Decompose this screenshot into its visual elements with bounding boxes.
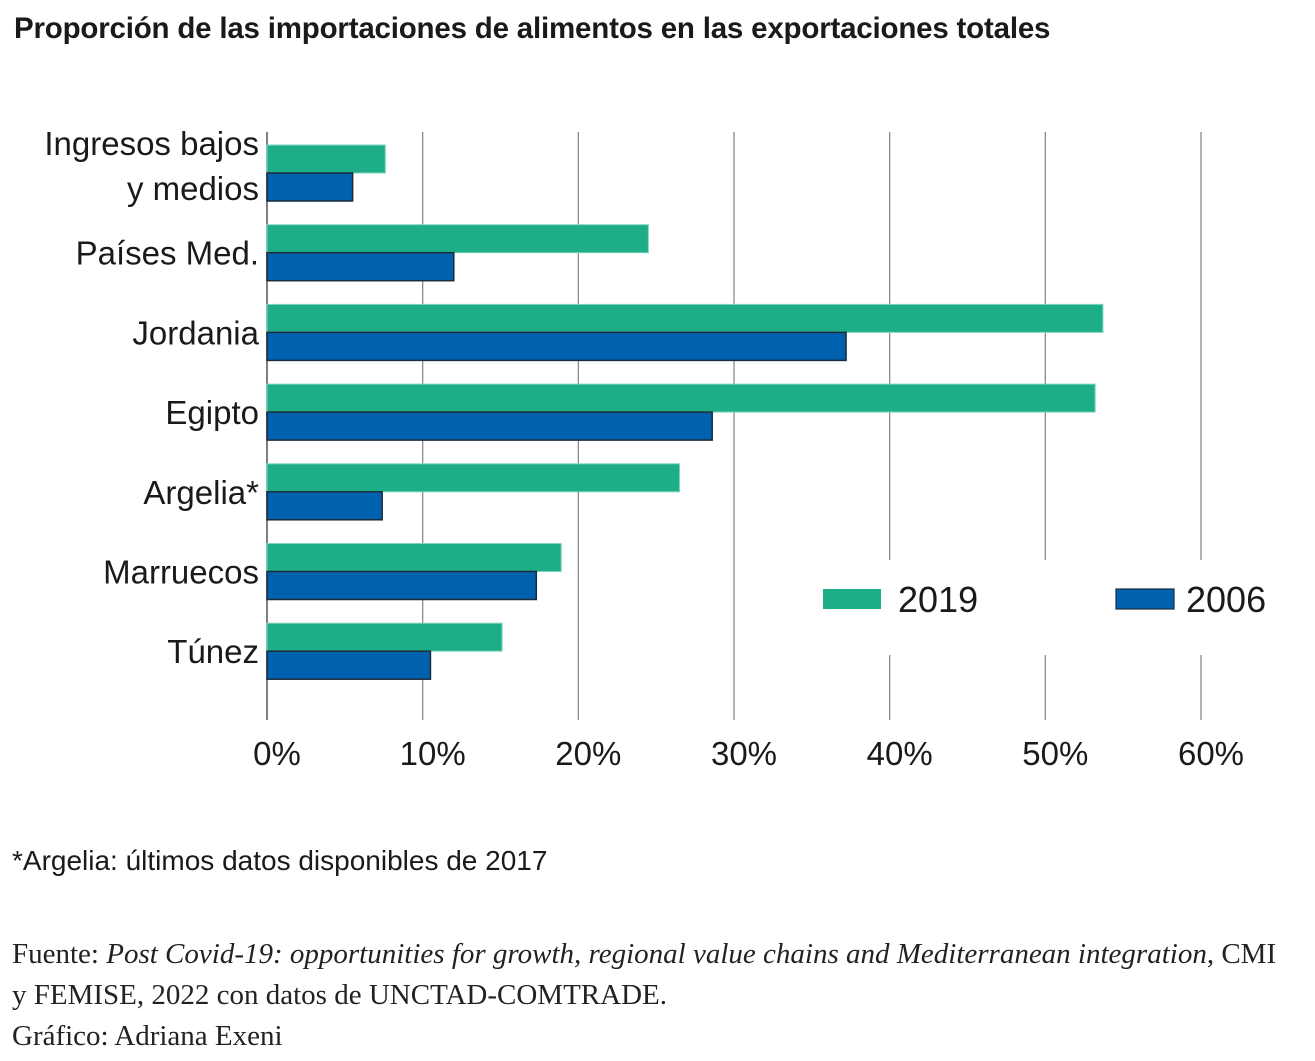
bar-2019 xyxy=(266,303,1104,333)
source-rest: , CMI y FEMISE, 2022 con datos de UNCTAD… xyxy=(12,938,1277,1011)
category-label: Marruecos xyxy=(103,554,259,591)
category-label: Jordania xyxy=(132,314,259,351)
bar-2006 xyxy=(266,411,713,441)
x-tick-label: 40% xyxy=(867,735,933,772)
bar-2019 xyxy=(266,463,681,493)
footnote: *Argelia: últimos datos disponibles de 2… xyxy=(12,845,548,876)
bar-2006 xyxy=(266,172,354,202)
bar-2019 xyxy=(266,383,1096,413)
bar-2019 xyxy=(266,144,386,174)
category-label: Países Med. xyxy=(76,235,259,272)
graphic-credit: Gráfico: Adriana Exeni xyxy=(12,1020,283,1052)
legend-label-2019: 2019 xyxy=(898,579,978,620)
bar-2006 xyxy=(266,650,432,680)
bars xyxy=(266,144,1104,680)
category-label: Argelia* xyxy=(143,474,259,511)
x-tick-label: 60% xyxy=(1178,735,1244,772)
legend-label-2006: 2006 xyxy=(1186,579,1266,620)
x-tick-label: 10% xyxy=(400,735,466,772)
legend-swatch-2019 xyxy=(823,589,881,609)
category-labels: Ingresos bajos y medios Países Med. Jordani… xyxy=(44,125,259,670)
chart-title: Proporción de las importaciones de alime… xyxy=(14,12,1051,45)
x-tick-label: 30% xyxy=(711,735,777,772)
legend-swatch-2006 xyxy=(1115,588,1175,610)
bar-2019 xyxy=(266,622,503,652)
bar-chart: Ingresos bajos y medios Países Med. Jordani… xyxy=(44,125,1300,772)
x-tick-label: 50% xyxy=(1022,735,1088,772)
x-tick-label: 0% xyxy=(253,735,301,772)
category-label: Egipto xyxy=(165,394,259,431)
bar-2019 xyxy=(266,224,649,254)
category-label: Ingresos bajos xyxy=(44,125,259,162)
legend: 2019 2006 xyxy=(823,579,1266,620)
bar-2006 xyxy=(266,331,847,362)
source-credit: Fuente: Post Covid-19: opportunities for… xyxy=(12,934,1292,1057)
x-tick-labels: 0% 10% 20% 30% 40% 50% 60% xyxy=(253,735,1244,772)
bar-2006 xyxy=(266,570,538,601)
bar-2006 xyxy=(266,491,383,521)
source-prefix: Fuente: xyxy=(12,938,107,970)
category-label: Túnez xyxy=(167,633,259,670)
bar-2006 xyxy=(266,251,455,282)
bar-2019 xyxy=(266,543,562,572)
x-tick-label: 20% xyxy=(555,735,621,772)
legend-background xyxy=(800,560,1300,655)
category-label: y medios xyxy=(127,170,259,207)
source-title: Post Covid-19: opportunities for growth,… xyxy=(106,938,1207,970)
